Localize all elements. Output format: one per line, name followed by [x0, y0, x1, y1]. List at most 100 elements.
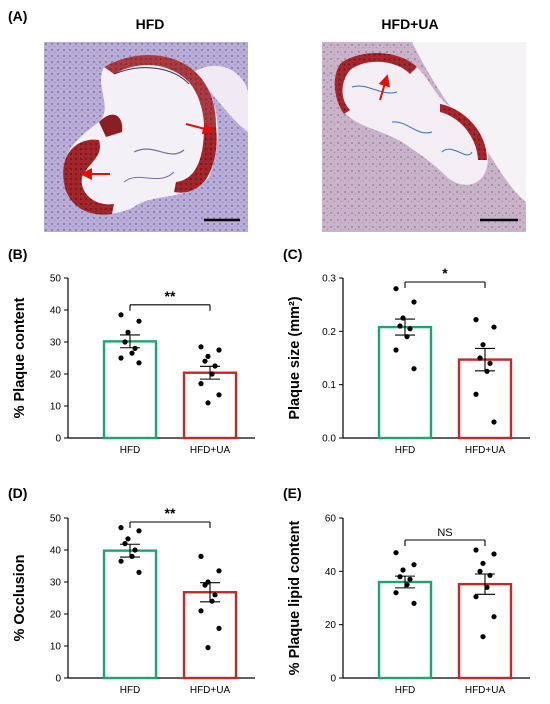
x-tick-label: HFD: [120, 685, 141, 696]
data-point: [118, 355, 124, 361]
data-point: [400, 567, 406, 573]
y-axis-label: % Plaque lipid content: [287, 520, 303, 675]
y-tick-label: 20: [50, 610, 62, 621]
data-point: [122, 541, 128, 547]
panel-a-label: (A): [8, 8, 28, 24]
y-axis-label: % Occlusion: [12, 554, 28, 641]
y-tick-label: 60: [325, 514, 337, 525]
y-tick-label: 40: [50, 306, 62, 317]
data-point: [136, 528, 142, 534]
y-tick-label: 20: [325, 620, 337, 631]
y-tick-label: 0: [55, 674, 61, 685]
data-point: [411, 299, 417, 305]
data-point: [205, 645, 211, 651]
data-point: [205, 353, 211, 359]
data-point: [209, 598, 215, 604]
chart-plaque-lipid-content: 0 20 40 60 % Plaque lipid content HFD HFD+UA NS: [287, 514, 530, 696]
data-point: [473, 594, 479, 600]
y-tick-label: 0.3: [322, 274, 336, 285]
bar-hfd: [102, 549, 158, 680]
data-point: [393, 550, 399, 556]
x-tick-label: HFD+UA: [465, 445, 506, 456]
y-axis-label: Plaque size (mm²): [287, 296, 303, 419]
chart-occlusion: 0 10 20 30 40 50 % Occlusion HFD HFD+UA **: [12, 505, 255, 696]
y-tick-label: 10: [50, 642, 62, 653]
data-point: [397, 574, 403, 580]
data-point: [404, 334, 410, 340]
bar-hfd: [377, 325, 433, 440]
data-point: [202, 582, 208, 588]
x-tick-label: HFD: [395, 445, 416, 456]
data-point: [212, 363, 218, 369]
data-point: [118, 525, 124, 531]
data-point: [404, 582, 410, 588]
data-point: [473, 547, 479, 553]
micrograph-hfd-ua-image: [322, 42, 526, 232]
micrograph-title-hfd-ua: HFD+UA: [381, 16, 439, 32]
data-point: [216, 625, 222, 631]
data-point: [487, 572, 493, 578]
micrograph-hfd: [44, 42, 248, 232]
chart-plaque-size: 0.0 0.1 0.2 0.3 Plaque size (mm²) HFD HFD+UA *: [287, 265, 530, 456]
data-point: [491, 419, 497, 425]
significance-label: **: [165, 505, 176, 521]
y-tick-label: 0: [330, 674, 336, 685]
data-point: [216, 568, 222, 574]
panel-c-label: (C): [283, 246, 303, 262]
y-tick-label: 0.0: [322, 434, 336, 445]
data-point: [198, 553, 204, 559]
data-point: [480, 342, 486, 348]
y-tick-label: 40: [325, 567, 337, 578]
y-tick-label: 50: [50, 274, 62, 285]
bar-hfd-ua: [457, 582, 513, 680]
data-point: [136, 318, 142, 324]
data-point: [129, 553, 135, 559]
data-point: [397, 323, 403, 329]
significance-label: **: [165, 288, 176, 304]
data-point: [132, 345, 138, 351]
bar-hfd-ua: [182, 591, 238, 680]
data-point: [411, 600, 417, 606]
data-point: [393, 347, 399, 353]
data-point: [136, 360, 142, 366]
chart-plaque-content: 0 10 20 30 40 50 % Plaque content HFD HFD+UA **: [12, 274, 255, 456]
x-tick-label: HFD: [120, 445, 141, 456]
data-point: [491, 614, 497, 620]
data-point: [480, 634, 486, 640]
panel-e-label: (E): [283, 485, 302, 501]
data-point: [132, 547, 138, 553]
data-point: [125, 329, 131, 335]
micrograph-hfd-image: [44, 42, 248, 232]
data-point: [212, 592, 218, 598]
data-point: [407, 576, 413, 582]
data-point: [209, 371, 215, 377]
x-tick-label: HFD: [395, 685, 416, 696]
data-point: [136, 569, 142, 575]
data-point: [411, 366, 417, 372]
data-point: [205, 400, 211, 406]
data-point: [473, 391, 479, 397]
data-point: [477, 568, 483, 574]
data-point: [411, 562, 417, 568]
bar-hfd: [102, 340, 158, 440]
significance-label: *: [442, 265, 448, 281]
data-point: [118, 312, 124, 318]
micrograph-title-hfd: HFD: [135, 16, 165, 32]
data-point: [122, 339, 128, 345]
data-point: [198, 381, 204, 387]
data-point: [477, 355, 483, 361]
data-point: [484, 368, 490, 374]
y-tick-label: 30: [50, 338, 62, 349]
data-point: [491, 551, 497, 557]
data-point: [216, 392, 222, 398]
micrograph-hfd-ua: [322, 42, 526, 232]
data-point: [393, 590, 399, 596]
y-tick-label: 30: [50, 578, 62, 589]
x-tick-label: HFD+UA: [465, 685, 506, 696]
data-point: [400, 315, 406, 321]
data-point: [198, 608, 204, 614]
y-tick-label: 10: [50, 402, 62, 413]
data-point: [491, 324, 497, 330]
y-tick-label: 50: [50, 514, 62, 525]
y-axis-label: % Plaque content: [12, 297, 28, 418]
